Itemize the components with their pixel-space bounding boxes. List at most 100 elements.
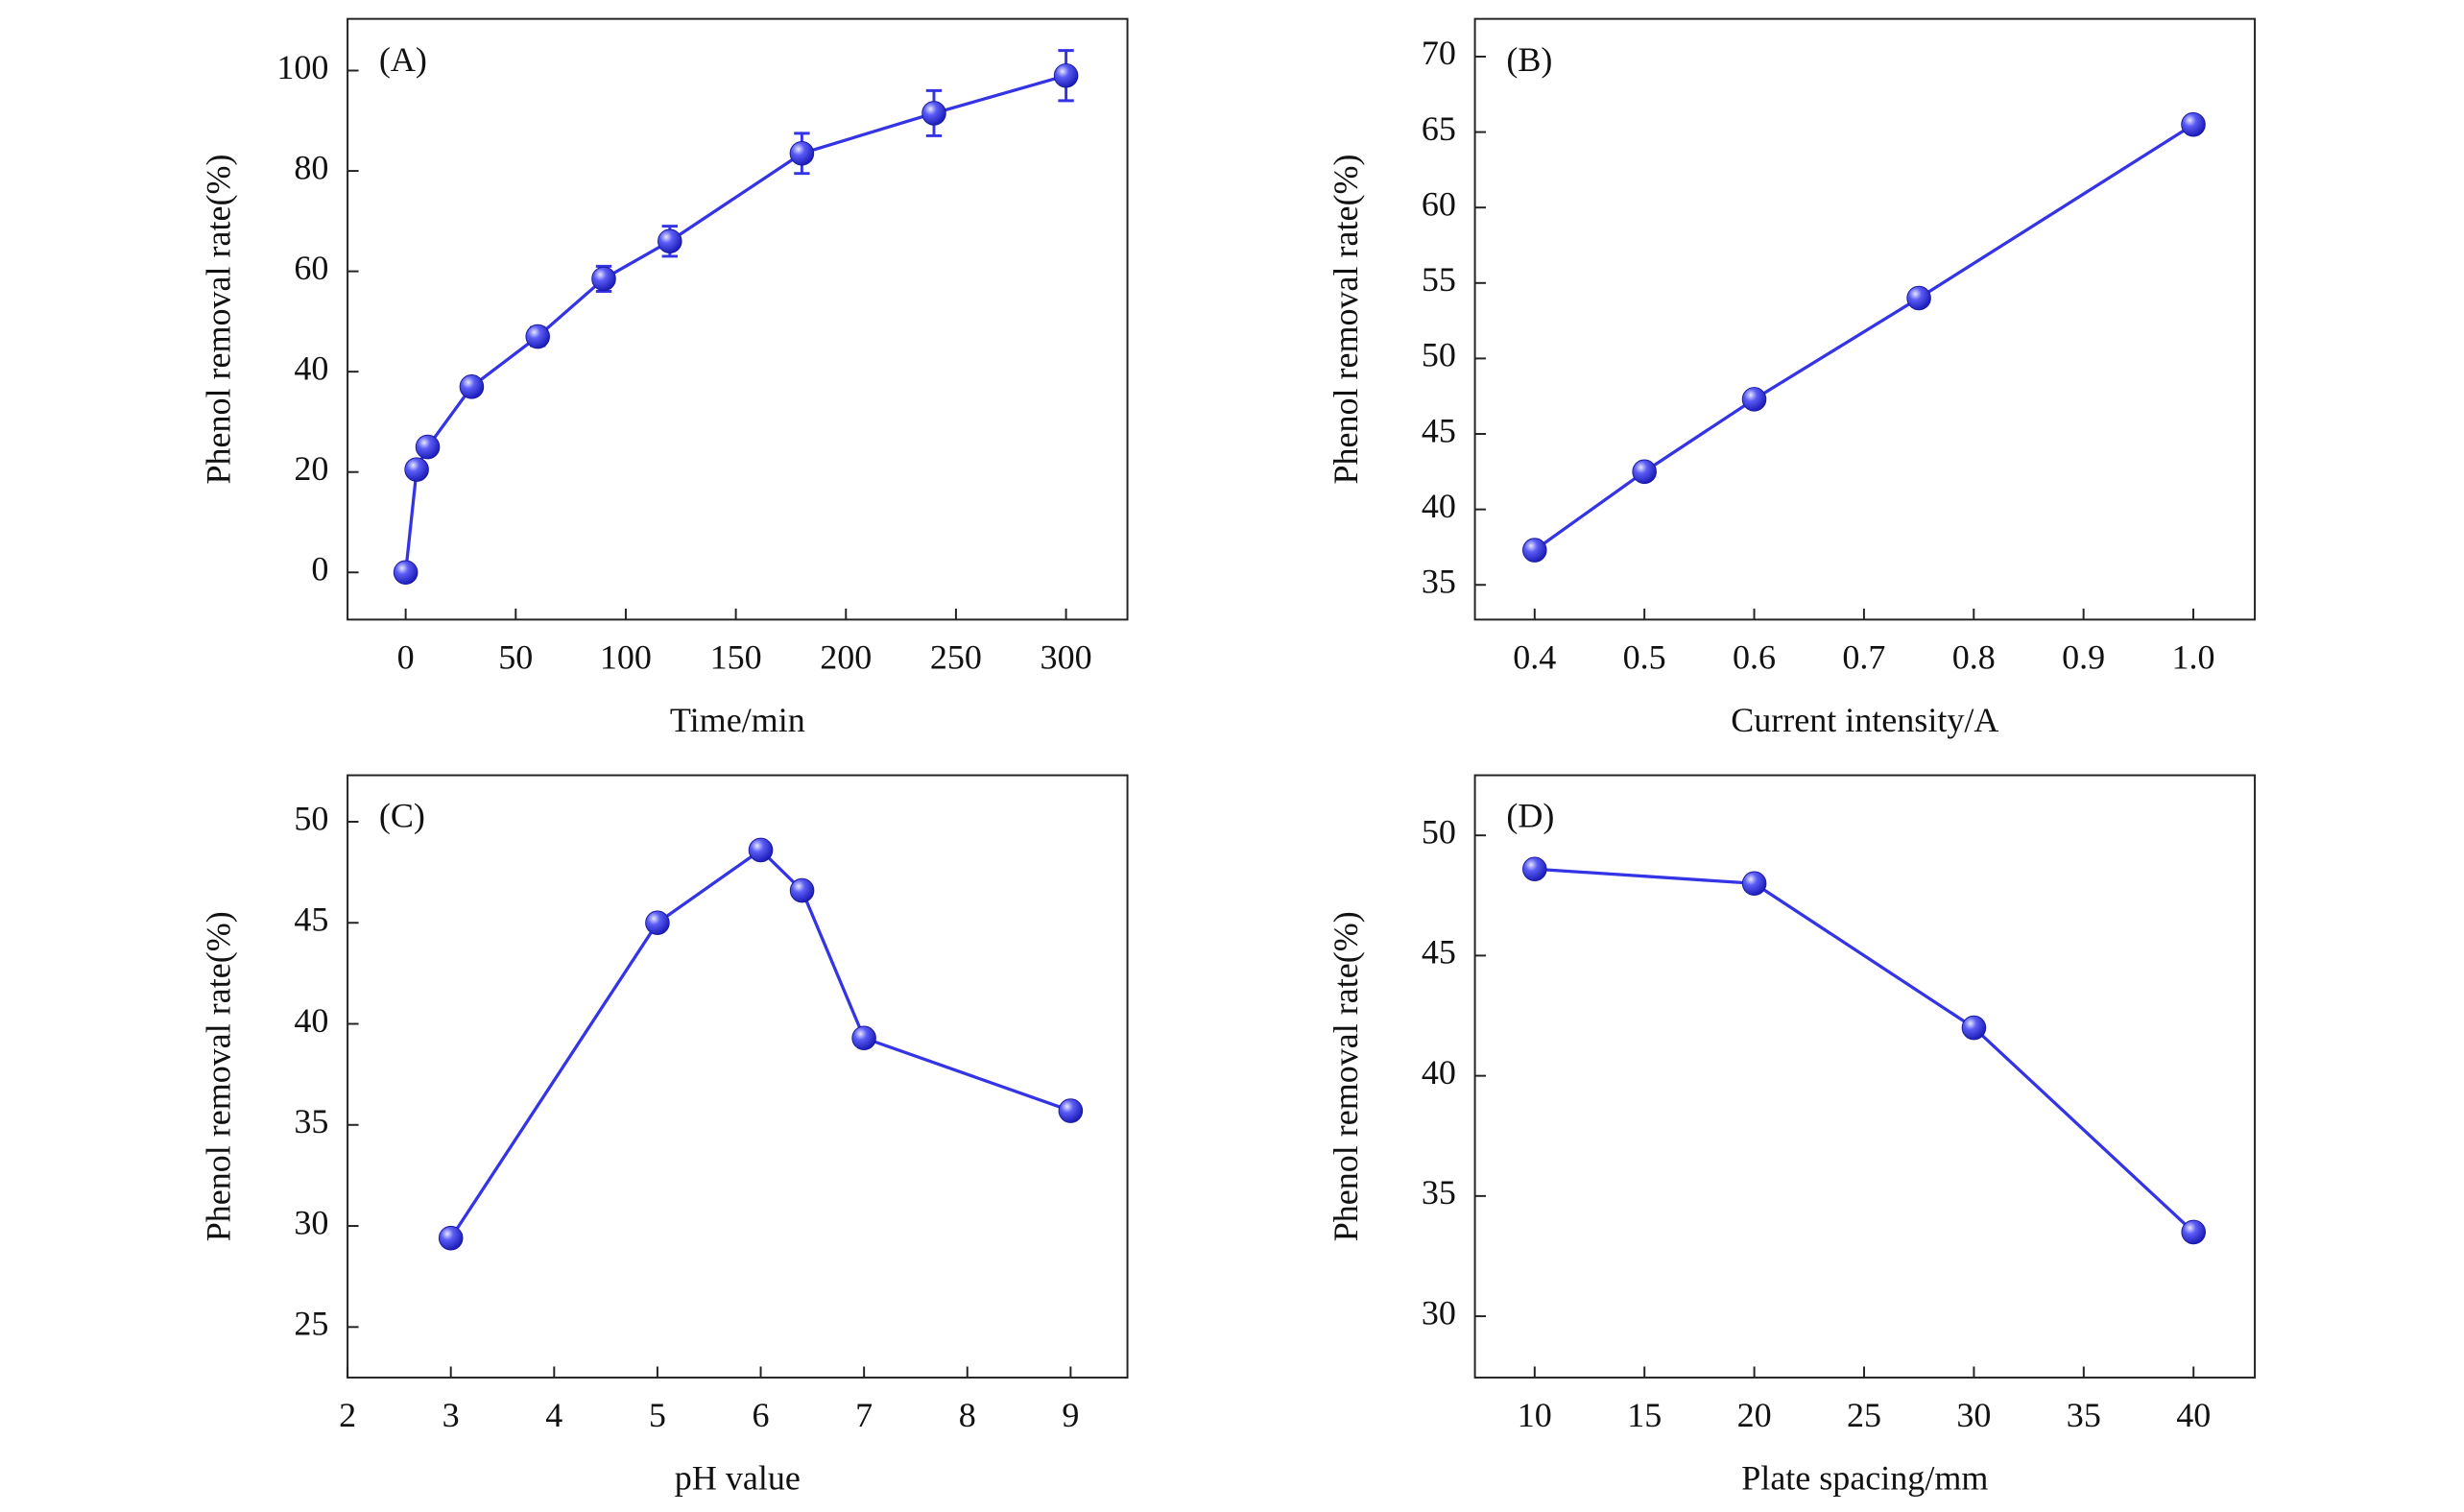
y-tick-label: 35 — [1422, 563, 1456, 601]
x-tick-label: 0.4 — [1513, 637, 1556, 676]
data-point — [1741, 387, 1767, 412]
data-point — [921, 101, 946, 126]
y-tick-label: 45 — [1422, 411, 1456, 449]
y-tick-label: 55 — [1422, 260, 1456, 299]
y-axis-label: Phenol removal rate(%) — [199, 155, 237, 485]
data-point — [1741, 871, 1767, 897]
y-tick-label: 60 — [294, 249, 328, 287]
y-tick-label: 50 — [1422, 812, 1456, 851]
data-point — [1961, 1015, 1987, 1041]
panel: 0 50 100 150 200 250 300 0 20 40 60 80 100 Time/min Ph… — [199, 17, 1129, 739]
x-tick-label: 50 — [498, 637, 533, 676]
y-tick-label: 45 — [294, 900, 328, 939]
data-point — [393, 560, 419, 586]
y-tick-label: 50 — [294, 799, 328, 837]
x-tick-label: 150 — [710, 637, 762, 676]
x-tick-label: 30 — [1956, 1396, 1991, 1434]
y-tick-label: 80 — [294, 148, 328, 186]
y-tick-label: 100 — [276, 48, 328, 86]
x-tick-label: 9 — [1062, 1396, 1079, 1434]
x-axis-label: pH value — [675, 1458, 801, 1497]
data-point — [438, 1225, 464, 1251]
data-point — [789, 140, 815, 166]
y-tick-label: 0 — [311, 550, 328, 588]
panel: 10 15 20 25 30 35 40 30 35 40 45 50 Plate spacing/mm… — [1327, 774, 2257, 1497]
y-tick-label: 20 — [294, 449, 328, 488]
plot-frame — [1473, 774, 2257, 1379]
plot-frame — [1473, 17, 2257, 621]
data-point — [1053, 62, 1079, 88]
data-point — [851, 1025, 876, 1051]
data-point — [459, 374, 485, 399]
data-point — [1906, 285, 1931, 311]
panel-label: (D) — [1506, 797, 1554, 835]
y-tick-label: 65 — [1422, 109, 1456, 148]
x-tick-label: 0.6 — [1733, 637, 1776, 676]
data-point — [1522, 538, 1547, 563]
data-point — [789, 877, 815, 903]
data-point — [525, 324, 550, 349]
x-tick-label: 200 — [820, 637, 872, 676]
y-tick-label: 35 — [1422, 1173, 1456, 1212]
x-tick-label: 40 — [2176, 1396, 2211, 1434]
data-point — [2181, 111, 2206, 137]
x-tick-label: 2 — [339, 1396, 356, 1434]
x-tick-label: 250 — [930, 637, 982, 676]
x-tick-label: 35 — [2067, 1396, 2101, 1434]
y-tick-label: 30 — [294, 1203, 328, 1241]
x-axis-label: Current intensity/A — [1731, 701, 1998, 739]
y-axis-label: Phenol removal rate(%) — [199, 911, 237, 1241]
data-line — [449, 848, 1071, 1239]
y-tick-label: 45 — [1422, 933, 1456, 972]
y-tick-label: 40 — [294, 1001, 328, 1040]
data-point — [404, 457, 429, 482]
data-point — [748, 837, 774, 863]
y-tick-label: 50 — [1422, 336, 1456, 374]
x-tick-label: 15 — [1627, 1396, 1662, 1434]
x-tick-label: 0.7 — [1842, 637, 1885, 676]
x-tick-label: 7 — [855, 1396, 873, 1434]
y-tick-label: 35 — [294, 1102, 328, 1140]
x-tick-label: 8 — [959, 1396, 976, 1434]
data-point — [658, 228, 682, 254]
panel-label: (C) — [379, 797, 425, 835]
x-tick-label: 3 — [443, 1396, 460, 1434]
plot-frame — [347, 774, 1129, 1379]
data-point — [1632, 459, 1657, 485]
x-axis-label: Plate spacing/mm — [1741, 1458, 1988, 1497]
data-point — [2181, 1219, 2207, 1245]
x-tick-label: 10 — [1518, 1396, 1552, 1434]
y-tick-label: 60 — [1422, 184, 1456, 223]
data-point — [591, 266, 616, 292]
y-axis-label: Phenol removal rate(%) — [1327, 155, 1365, 485]
x-tick-label: 1.0 — [2171, 637, 2214, 676]
x-tick-label: 0.5 — [1623, 637, 1666, 676]
x-tick-label: 0.8 — [1952, 637, 1996, 676]
x-tick-label: 0.9 — [2062, 637, 2105, 676]
data-point — [645, 910, 670, 936]
x-tick-label: 4 — [545, 1396, 562, 1434]
x-tick-label: 0 — [397, 637, 415, 676]
data-point — [1058, 1098, 1084, 1123]
y-tick-label: 40 — [1422, 1053, 1456, 1092]
panel-label: (B) — [1506, 40, 1552, 79]
data-line — [1534, 867, 2195, 1234]
plot-frame — [347, 17, 1129, 621]
data-line — [403, 74, 1067, 573]
x-tick-label: 25 — [1847, 1396, 1881, 1434]
y-tick-label: 70 — [1422, 34, 1456, 72]
y-tick-label: 30 — [1422, 1293, 1456, 1332]
x-tick-label: 100 — [600, 637, 652, 676]
data-point — [1522, 856, 1547, 882]
data-point — [415, 434, 441, 460]
y-tick-label: 40 — [1422, 487, 1456, 525]
x-tick-label: 20 — [1737, 1396, 1772, 1434]
x-tick-label: 6 — [753, 1396, 770, 1434]
y-axis-label: Phenol removal rate(%) — [1327, 911, 1365, 1241]
y-tick-label: 25 — [294, 1305, 328, 1343]
panel-label: (A) — [379, 40, 427, 79]
y-tick-label: 40 — [294, 348, 328, 387]
